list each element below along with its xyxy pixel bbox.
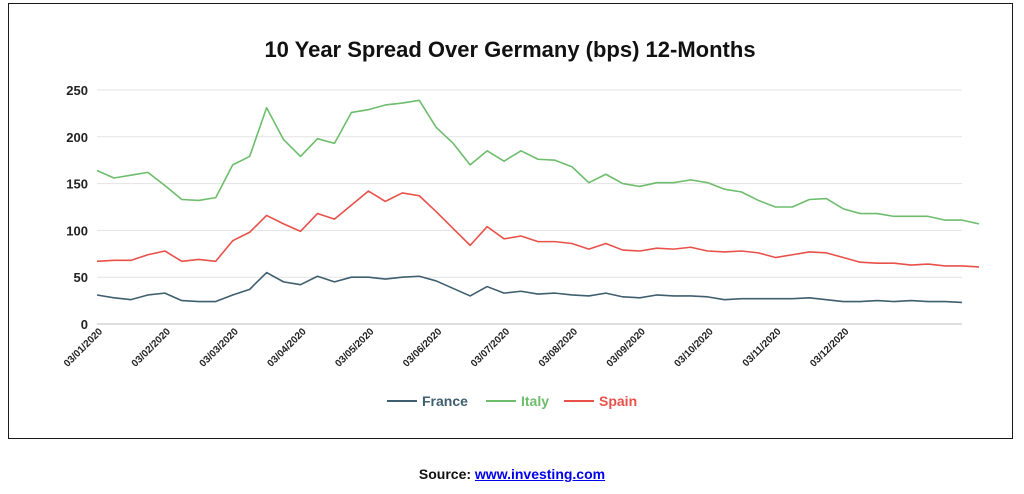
y-tick-label: 150	[66, 177, 88, 192]
x-tick-label: 03/12/2020	[808, 326, 851, 369]
y-axis-ticks: 0 50 100 150 200 250	[66, 83, 88, 332]
x-tick-label: 03/02/2020	[130, 326, 173, 369]
x-tick-label: 03/08/2020	[537, 326, 580, 369]
chart-title: 10 Year Spread Over Germany (bps) 12-Mon…	[264, 37, 755, 62]
legend-label-spain: Spain	[599, 393, 637, 409]
y-tick-label: 50	[74, 270, 88, 285]
source-link[interactable]: www.investing.com	[474, 466, 606, 482]
x-tick-label: 03/01/2020	[62, 326, 105, 369]
x-axis-ticks: 03/01/2020 03/02/2020 03/03/2020 03/04/2020…	[62, 326, 852, 369]
x-tick-label: 03/05/2020	[333, 326, 376, 369]
x-tick-label: 03/10/2020	[673, 326, 716, 369]
series-line-spain	[96, 190, 980, 268]
chart-frame	[8, 3, 1013, 439]
legend-label-france: France	[422, 393, 468, 409]
x-tick-label: 03/06/2020	[401, 326, 444, 369]
x-tick-label: 03/07/2020	[469, 326, 512, 369]
x-tick-label: 03/04/2020	[265, 326, 308, 369]
source-label: Source:	[418, 466, 472, 482]
legend-label-italy: Italy	[521, 393, 549, 409]
series-line-france	[96, 271, 963, 304]
y-tick-label: 0	[81, 317, 88, 332]
series-lines	[96, 99, 980, 304]
y-tick-label: 100	[66, 223, 88, 238]
y-tick-label: 200	[66, 130, 88, 145]
series-line-italy	[96, 99, 980, 225]
source-line: Source: www.investing.com	[0, 466, 1024, 482]
x-tick-label: 03/03/2020	[198, 326, 241, 369]
y-tick-label: 250	[66, 83, 88, 98]
x-tick-label: 03/11/2020	[741, 326, 784, 369]
legend: France Italy Spain	[387, 393, 637, 409]
grid-lines	[97, 89, 962, 325]
x-tick-label: 03/09/2020	[605, 326, 648, 369]
